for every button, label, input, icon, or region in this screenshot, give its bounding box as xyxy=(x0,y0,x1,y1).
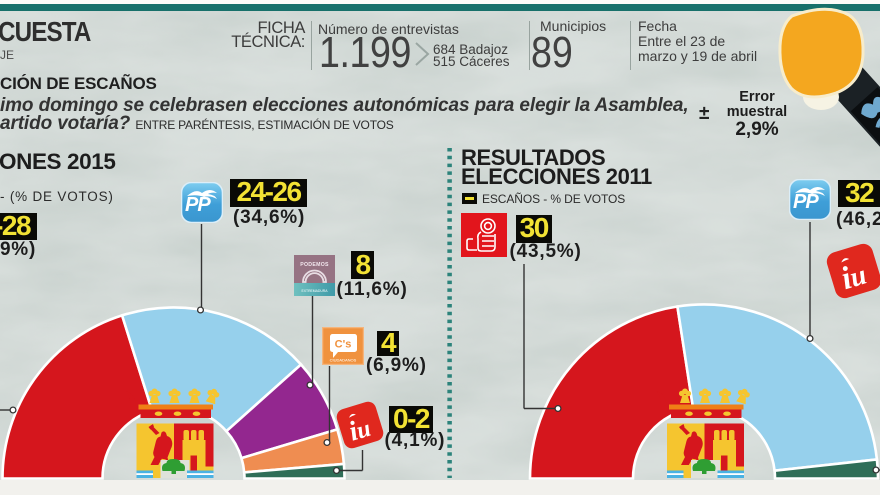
svg-text:EXTREMADURA: EXTREMADURA xyxy=(302,289,329,293)
svg-text:C's: C's xyxy=(335,339,352,351)
svg-text:CIUDADANOS: CIUDADANOS xyxy=(330,358,357,363)
svg-text:PP: PP xyxy=(793,191,819,213)
svg-text:PODEMOS: PODEMOS xyxy=(300,262,329,268)
svg-text:PP: PP xyxy=(185,194,211,216)
